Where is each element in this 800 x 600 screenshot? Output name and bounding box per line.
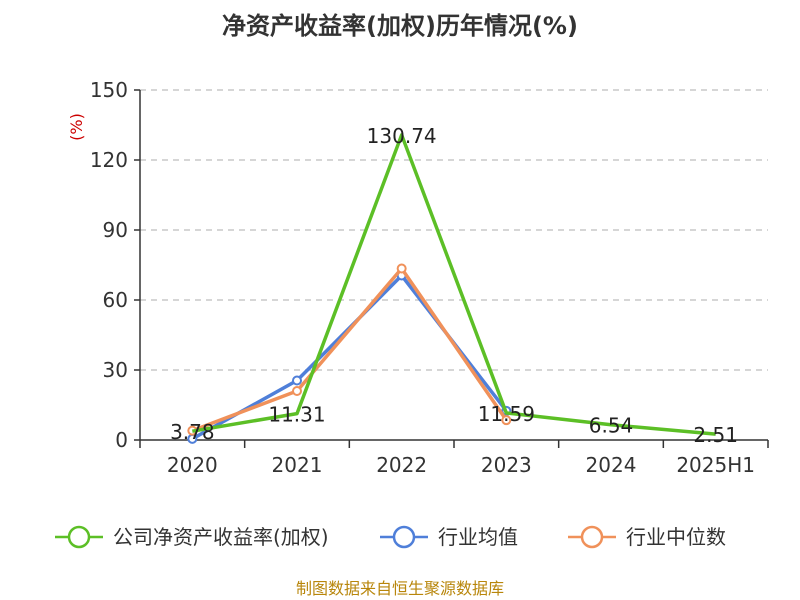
legend: 公司净资产收益率(加权) 行业均值 行业中位数: [55, 525, 726, 549]
x-tick-labels: 2020 2021 2022 2023 2024 2025H1: [167, 453, 755, 477]
axes: [134, 89, 769, 448]
data-point: [292, 375, 302, 386]
chart-title: 净资产收益率(加权)历年情况(%): [222, 12, 578, 40]
legend-marker: [67, 525, 91, 549]
legend-marker: [580, 525, 604, 549]
data-label: 3.78: [170, 420, 215, 444]
legend-marker: [392, 525, 416, 549]
series-lines: [187, 133, 716, 444]
series-line-2: [191, 266, 508, 433]
data-point: [292, 386, 302, 396]
legend-label: 行业中位数: [626, 525, 726, 549]
x-tick-label: 2022: [376, 453, 427, 477]
source-note: 制图数据来自恒生聚源数据库: [296, 579, 504, 598]
y-tick-label: 150: [90, 78, 128, 102]
data-label: 11.59: [478, 402, 535, 426]
x-tick-label: 2020: [167, 453, 218, 477]
series-line-0: [192, 133, 716, 436]
data-label: 2.51: [693, 423, 738, 447]
x-tick-label: 2021: [272, 453, 323, 477]
y-tick-label: 90: [103, 218, 128, 242]
y-tick-label: 0: [115, 428, 128, 452]
data-label: 6.54: [589, 414, 634, 438]
y-tick-label: 60: [103, 288, 128, 312]
y-tick-label: 30: [103, 358, 128, 382]
y-tick-labels: 0 30 60 90 120 150: [90, 78, 128, 452]
y-tick-label: 120: [90, 148, 128, 172]
legend-label: 公司净资产收益率(加权): [113, 525, 329, 549]
y-axis-unit: (%): [67, 113, 86, 141]
x-tick-label: 2024: [586, 453, 637, 477]
data-label: 11.31: [268, 403, 325, 427]
data-labels: 3.78 11.31 130.74 11.59 6.54 2.51: [170, 124, 738, 447]
legend-label: 行业均值: [438, 525, 518, 549]
x-tick-label: 2025H1: [676, 453, 755, 477]
x-tick-label: 2023: [481, 453, 532, 477]
data-point: [396, 263, 407, 274]
grid-lines: [140, 89, 768, 371]
data-point: [501, 415, 512, 426]
data-label: 130.74: [367, 124, 437, 148]
